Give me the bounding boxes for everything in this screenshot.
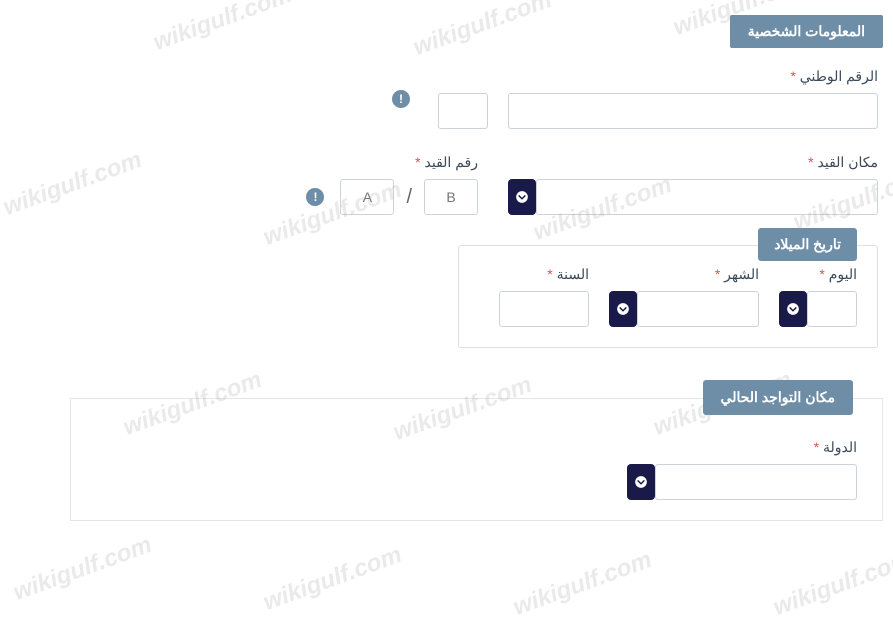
- chevron-down-icon: [586, 302, 600, 316]
- record-number-b-input[interactable]: [394, 179, 448, 215]
- dob-fieldset: تاريخ الميلاد اليوم *: [428, 245, 848, 348]
- dob-month-dropdown-button[interactable]: [579, 291, 607, 327]
- chevron-down-icon: [604, 475, 618, 489]
- dob-year-input[interactable]: [469, 291, 559, 327]
- watermark: wikigulf.com: [480, 546, 626, 622]
- info-icon[interactable]: !: [362, 90, 380, 108]
- slash-separator: /: [372, 186, 386, 209]
- national-id-label: الرقم الوطني *: [478, 68, 848, 85]
- current-location-title: مكان التواجد الحالي: [673, 380, 823, 415]
- dob-day-label: اليوم *: [749, 266, 827, 283]
- country-dropdown-button[interactable]: [597, 464, 625, 500]
- country-label: الدولة *: [577, 439, 827, 456]
- place-of-record-select[interactable]: [506, 179, 848, 215]
- personal-info-title: المعلومات الشخصية: [700, 15, 853, 48]
- dob-year-label: السنة *: [469, 266, 559, 283]
- record-number-label: رقم القيد *: [276, 154, 448, 171]
- place-of-record-label: مكان القيد *: [478, 154, 848, 171]
- chevron-down-icon: [485, 190, 499, 204]
- watermark: wikigulf.com: [230, 541, 376, 617]
- watermark: wikigulf.com: [0, 531, 126, 607]
- record-number-a-input[interactable]: [310, 179, 364, 215]
- country-select[interactable]: [625, 464, 827, 500]
- dob-title: تاريخ الميلاد: [728, 228, 827, 261]
- dob-day-select[interactable]: [777, 291, 827, 327]
- place-of-record-dropdown-button[interactable]: [478, 179, 506, 215]
- info-icon[interactable]: !: [276, 188, 294, 206]
- chevron-down-icon: [756, 302, 770, 316]
- national-id-suffix-input[interactable]: [408, 93, 458, 129]
- dob-month-select[interactable]: [607, 291, 729, 327]
- watermark: wikigulf.com: [740, 546, 886, 622]
- national-id-input[interactable]: [478, 93, 848, 129]
- dob-day-dropdown-button[interactable]: [749, 291, 777, 327]
- dob-month-label: الشهر *: [579, 266, 729, 283]
